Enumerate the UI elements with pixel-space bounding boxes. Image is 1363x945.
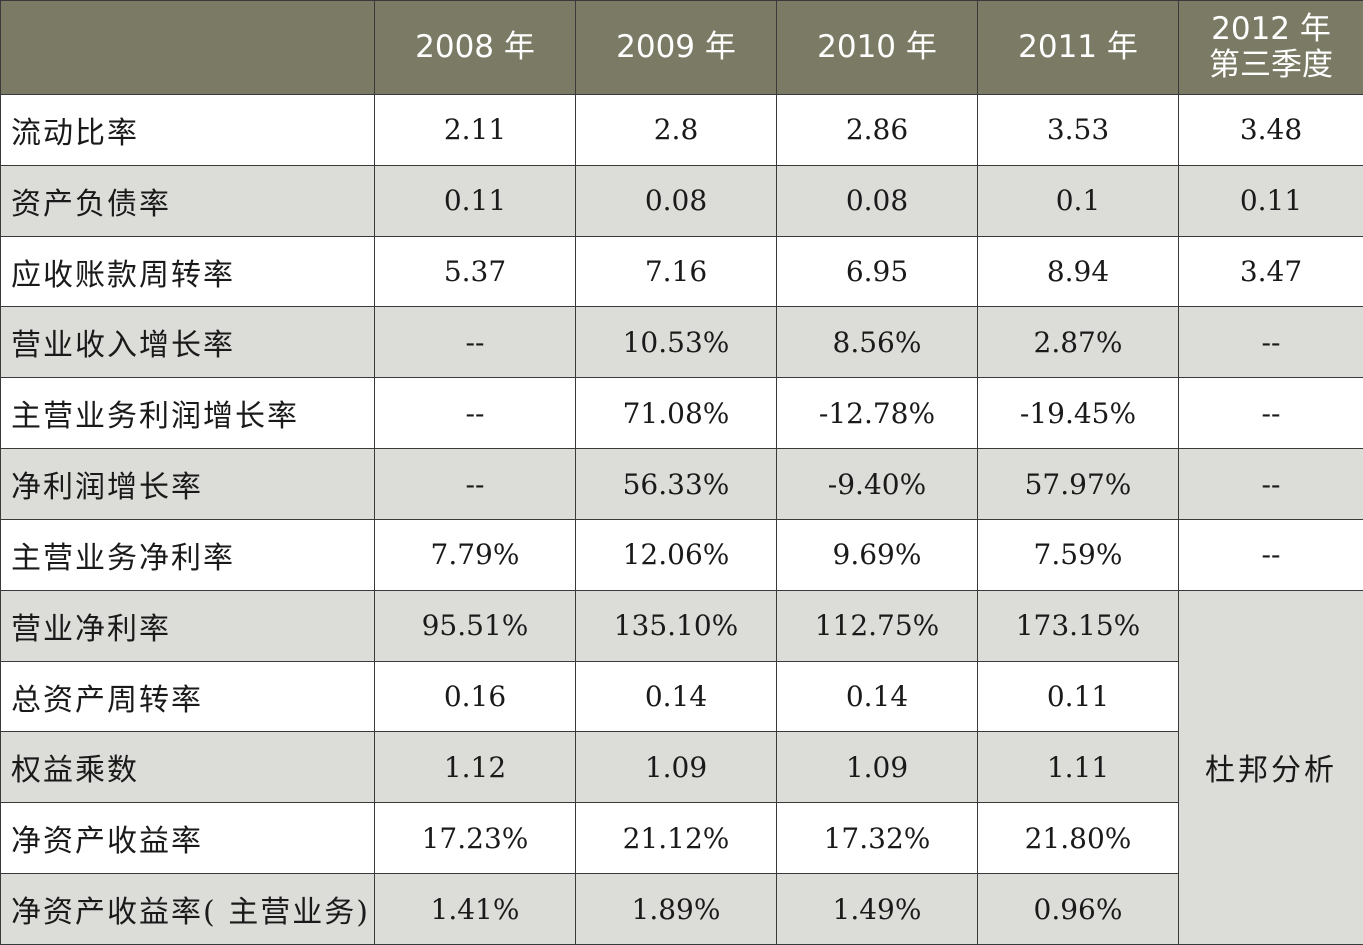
table-row: 资产负债率 0.11 0.08 0.08 0.1 0.11 (0, 164, 1363, 237)
header-corner (0, 0, 375, 95)
row-label: 资产负债率 (0, 164, 375, 237)
cell-value: 12.06% (575, 518, 777, 591)
header-2009: 2009 年 (575, 0, 777, 95)
cell-value: 0.1 (977, 164, 1179, 237)
cell-value: -- (1178, 306, 1363, 379)
cell-value: 95.51% (374, 589, 576, 662)
cell-value: 0.08 (776, 164, 978, 237)
header-2010: 2010 年 (776, 0, 978, 95)
row-label: 应收账款周转率 (0, 235, 375, 308)
cell-value: 0.14 (575, 660, 777, 733)
cell-value: -- (1178, 377, 1363, 450)
cell-value: -- (1178, 448, 1363, 520)
row-label: 营业净利率 (0, 589, 375, 662)
row-label: 净资产收益率( 主营业务) (0, 873, 375, 945)
header-2008: 2008 年 (374, 0, 576, 95)
row-label: 权益乘数 (0, 731, 375, 804)
cell-value: 1.41% (374, 873, 576, 945)
cell-value: 21.80% (977, 802, 1179, 875)
dupont-analysis-cell: 杜邦分析 (1178, 589, 1363, 945)
header-2011: 2011 年 (977, 0, 1179, 95)
header-2012-q3: 2012 年 第三季度 (1178, 0, 1363, 95)
cell-value: 21.12% (575, 802, 777, 875)
cell-value: 57.97% (977, 448, 1179, 520)
table-row: 净资产收益率( 主营业务) 1.41% 1.89% 1.49% 0.96% (0, 873, 1363, 945)
cell-value: -- (374, 377, 576, 450)
cell-value: 2.11 (374, 94, 576, 166)
cell-value: -- (374, 306, 576, 379)
cell-value: 1.89% (575, 873, 777, 945)
cell-value: 3.53 (977, 94, 1179, 166)
cell-value: -- (374, 448, 576, 520)
row-label: 营业收入增长率 (0, 306, 375, 379)
table-row: 流动比率 2.11 2.8 2.86 3.53 3.48 (0, 94, 1363, 166)
header-2012-year: 2012 年 (1211, 10, 1331, 47)
table-row: 净资产收益率 17.23% 21.12% 17.32% 21.80% (0, 802, 1363, 875)
cell-value: 3.47 (1178, 235, 1363, 308)
row-label: 主营业务利润增长率 (0, 377, 375, 450)
table-row: 主营业务利润增长率 -- 71.08% -12.78% -19.45% -- (0, 377, 1363, 450)
cell-value: 17.23% (374, 802, 576, 875)
row-label: 净资产收益率 (0, 802, 375, 875)
cell-value: 7.79% (374, 518, 576, 591)
cell-value: 7.16 (575, 235, 777, 308)
table-row: 营业净利率 95.51% 135.10% 112.75% 173.15% 杜邦分… (0, 589, 1363, 945)
cell-value: 56.33% (575, 448, 777, 520)
cell-value: 0.96% (977, 873, 1179, 945)
cell-value: 1.11 (977, 731, 1179, 804)
row-label: 净利润增长率 (0, 448, 375, 520)
table-row: 营业收入增长率 -- 10.53% 8.56% 2.87% -- (0, 306, 1363, 379)
cell-value: 8.56% (776, 306, 978, 379)
table-row: 净利润增长率 -- 56.33% -9.40% 57.97% -- (0, 448, 1363, 520)
table-row: 权益乘数 1.12 1.09 1.09 1.11 (0, 731, 1363, 804)
cell-value: 0.08 (575, 164, 777, 237)
cell-value: 8.94 (977, 235, 1179, 308)
table-row: 应收账款周转率 5.37 7.16 6.95 8.94 3.47 (0, 235, 1363, 308)
cell-value: 2.87% (977, 306, 1179, 379)
cell-value: 0.14 (776, 660, 978, 733)
cell-value: 2.86 (776, 94, 978, 166)
cell-value: 2.8 (575, 94, 777, 166)
cell-value: 10.53% (575, 306, 777, 379)
cell-value: 0.11 (977, 660, 1179, 733)
cell-value: -19.45% (977, 377, 1179, 450)
cell-value: 5.37 (374, 235, 576, 308)
cell-value: 0.11 (1178, 164, 1363, 237)
cell-value: 173.15% (977, 589, 1179, 662)
cell-value: 3.48 (1178, 94, 1363, 166)
cell-value: 1.09 (575, 731, 777, 804)
table-row: 主营业务净利率 7.79% 12.06% 9.69% 7.59% -- (0, 518, 1363, 591)
cell-value: 6.95 (776, 235, 978, 308)
cell-value: 0.16 (374, 660, 576, 733)
cell-value: 0.11 (374, 164, 576, 237)
table-row: 总资产周转率 0.16 0.14 0.14 0.11 (0, 660, 1363, 733)
row-label: 总资产周转率 (0, 660, 375, 733)
header-row: 2008 年 2009 年 2010 年 2011 年 2012 年 第三季度 (0, 0, 1363, 95)
row-label: 流动比率 (0, 94, 375, 166)
cell-value: 1.09 (776, 731, 978, 804)
cell-value: 112.75% (776, 589, 978, 662)
cell-value: 17.32% (776, 802, 978, 875)
cell-value: -9.40% (776, 448, 978, 520)
cell-value: 1.49% (776, 873, 978, 945)
row-label: 主营业务净利率 (0, 518, 375, 591)
cell-value: 135.10% (575, 589, 777, 662)
header-2012-quarter: 第三季度 (1209, 46, 1333, 83)
cell-value: 71.08% (575, 377, 777, 450)
cell-value: 9.69% (776, 518, 978, 591)
cell-value: 7.59% (977, 518, 1179, 591)
cell-value: -12.78% (776, 377, 978, 450)
cell-value: -- (1178, 518, 1363, 591)
cell-value: 1.12 (374, 731, 576, 804)
